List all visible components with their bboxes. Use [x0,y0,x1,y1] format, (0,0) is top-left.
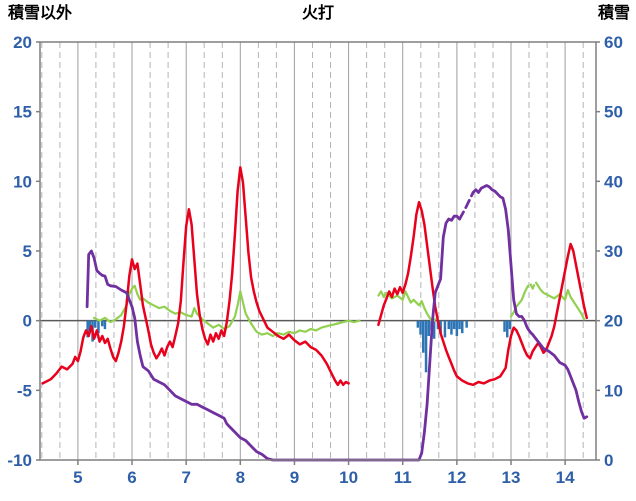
x-tick-label: 10 [339,468,358,487]
right-axis-title: 積雪 [597,5,630,22]
blue-bars [458,320,461,330]
blue-bars [506,320,509,338]
blue-bars [450,320,453,335]
red-line [41,166,350,387]
blue-bars [455,320,459,336]
x-tick-label: 9 [290,468,299,487]
left-tick-label: -5 [17,381,32,400]
blue-bars [461,320,464,334]
blue-bars [94,320,97,328]
blue-bars [88,320,92,331]
blue-bars [86,320,89,338]
left-tick-label: 5 [23,242,32,261]
blue-bars [422,320,425,353]
blue-bars [465,320,468,328]
blue-bars [101,320,104,327]
x-tick-label: 11 [394,468,412,487]
x-tick-label: 12 [447,468,466,487]
blue-bars [427,320,430,336]
left-tick-label: 0 [23,312,32,331]
green-line [377,290,437,324]
right-tick-label: 0 [604,451,613,470]
right-tick-label: 30 [604,242,623,261]
red-line [377,200,589,387]
blue-bars [503,320,506,332]
blue-bars [447,320,450,330]
right-tick-label: 60 [604,33,623,52]
blue-bars [508,320,512,330]
x-tick-label: 5 [73,468,82,487]
x-tick-label: 6 [127,468,136,487]
blue-bars [452,320,456,330]
right-tick-label: 20 [604,312,623,331]
plot-border [39,41,597,461]
left-axis-title: 積雪以外 [8,5,73,22]
blue-bars [424,320,428,373]
green-line [536,284,586,321]
left-tick-label: 15 [13,103,32,122]
x-tick-label: 14 [556,468,575,487]
purple-line [85,214,462,462]
right-tick-label: 10 [604,381,623,400]
left-tick-label: -10 [7,451,32,470]
green-line [523,280,540,294]
x-tick-label: 8 [236,468,245,487]
blue-bars [439,320,442,334]
x-tick-label: 7 [181,468,190,487]
blue-bars [103,320,107,330]
blue-bars [416,320,420,328]
blue-bars [419,320,422,335]
green-line [92,284,361,338]
x-tick-label: 13 [502,468,521,487]
blue-bars [97,320,100,334]
chart-title: 火打 [301,5,334,22]
blue-bars [443,320,447,338]
blue-bars [432,320,436,339]
left-tick-label: 20 [13,33,32,52]
purple-line [458,191,475,221]
right-tick-label: 50 [604,103,623,122]
purple-line [471,184,589,420]
right-tick-label: 40 [604,172,623,191]
left-tick-label: 10 [13,172,32,191]
